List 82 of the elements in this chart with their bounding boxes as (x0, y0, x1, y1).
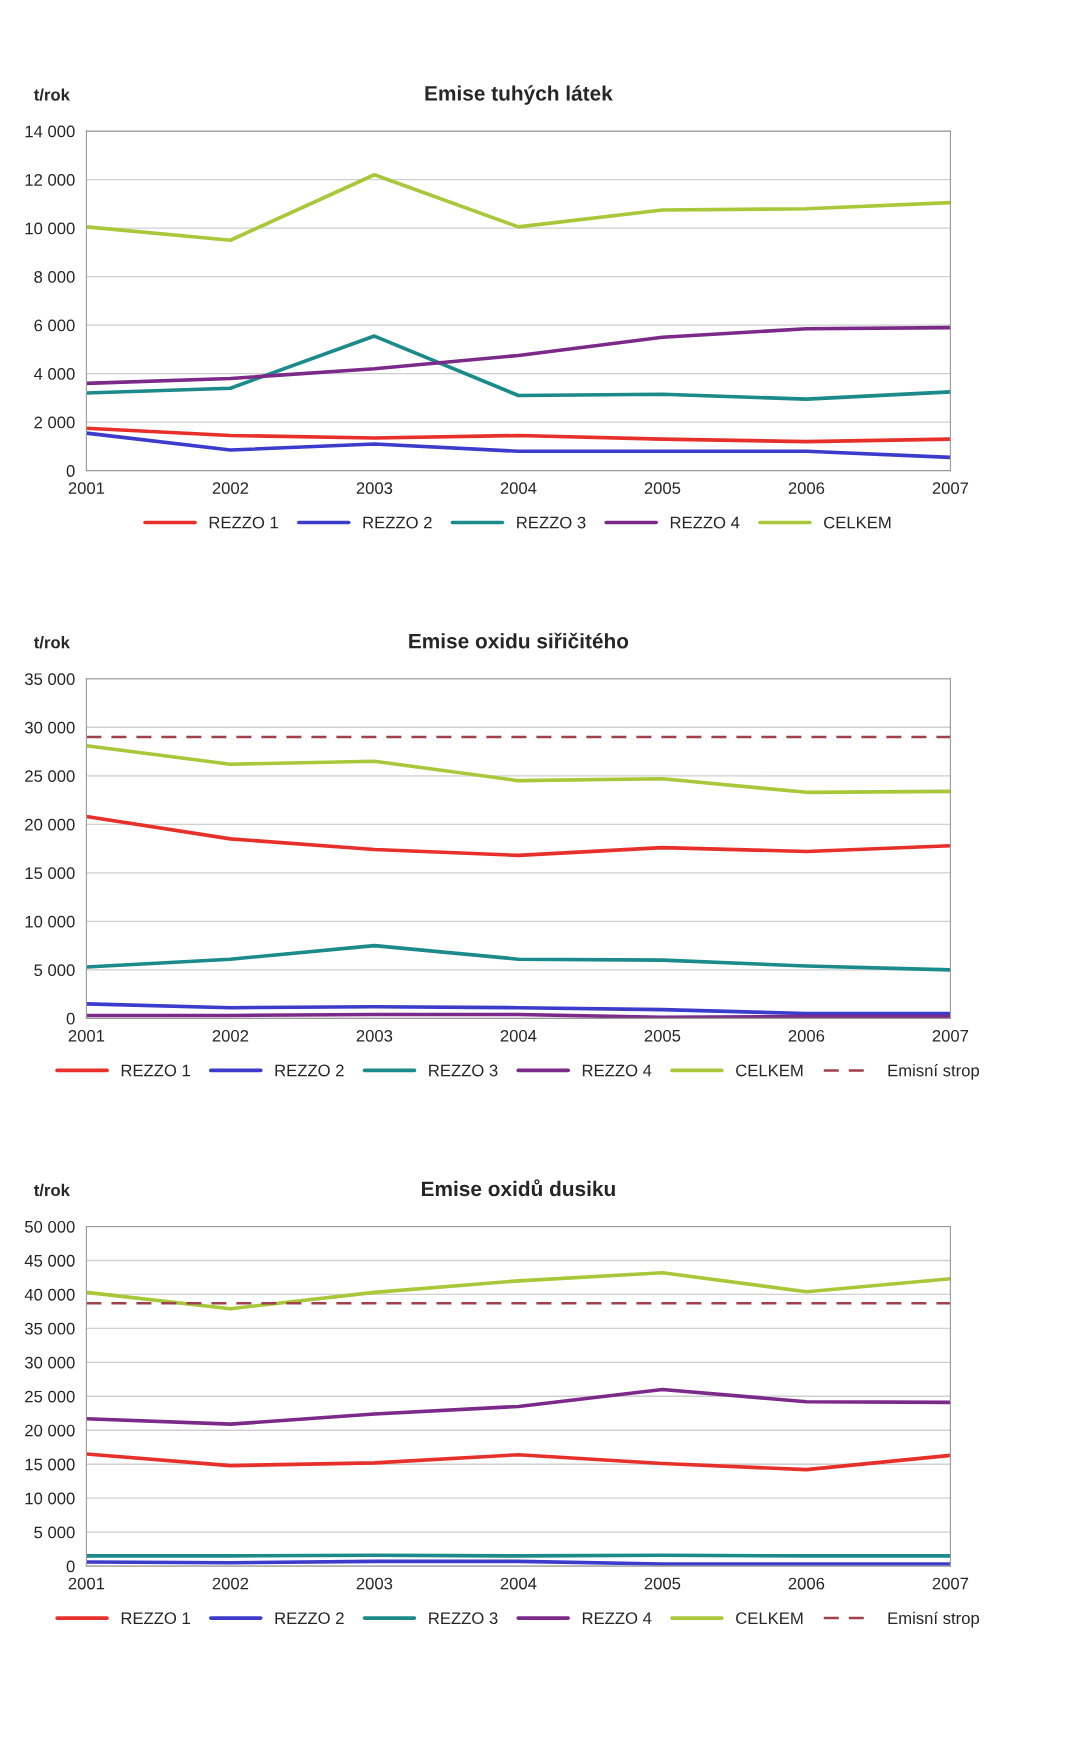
x-tick-label: 2005 (644, 1577, 681, 1590)
legend-label: Emisní strop (888, 1063, 980, 1080)
line-series (86, 431, 951, 460)
x-tick-label: 2004 (500, 482, 537, 495)
y-tick-label: 0 (66, 1560, 75, 1573)
line-series (86, 1452, 951, 1472)
y-tick-label: 30 000 (24, 1356, 75, 1369)
y-tick-label: 50 000 (24, 1220, 75, 1233)
y-tick-label: 0 (66, 1012, 75, 1025)
legend-label: REZZO 2 (275, 1064, 344, 1077)
y-tick-label: 6 000 (34, 319, 75, 332)
line-series (86, 814, 951, 858)
y-tick-label: 10 000 (25, 915, 75, 928)
legend-label: REZZO 1 (121, 1064, 190, 1077)
legend-label: REZZO 3 (429, 1064, 498, 1077)
line-series (86, 334, 951, 401)
y-tick-label: 4 000 (33, 368, 75, 380)
y-tick-label: 35 000 (24, 673, 75, 686)
line-series (86, 325, 951, 386)
chart-title: Emise oxidů dusiku (421, 1179, 615, 1197)
y-tick-label: 25 000 (25, 1390, 75, 1403)
x-tick-label: 2006 (788, 1029, 825, 1042)
x-tick-label: 2007 (932, 482, 969, 495)
line-series (86, 1387, 951, 1426)
x-tick-label: 2001 (68, 1029, 105, 1042)
line-series (86, 172, 951, 243)
x-tick-label: 2002 (212, 1577, 249, 1590)
line-series (86, 1270, 951, 1311)
x-tick-label: 2002 (212, 482, 249, 495)
y-tick-label: 45 000 (24, 1254, 75, 1267)
x-tick-label: 2007 (932, 1577, 969, 1590)
legend-label: REZZO 4 (582, 1064, 652, 1077)
y-tick-label: 25 000 (25, 770, 75, 783)
legend-label: REZZO 2 (275, 1612, 344, 1625)
y-tick-label: 20 000 (25, 1424, 75, 1437)
y-axis-title: t/rok (33, 636, 70, 649)
y-tick-label: 10 000 (25, 222, 75, 235)
x-tick-label: 2003 (356, 1577, 393, 1590)
line-series (86, 426, 951, 444)
y-tick-label: 12 000 (25, 174, 75, 186)
x-tick-label: 2003 (356, 482, 393, 495)
legend-label: CELKEM (736, 1612, 803, 1625)
y-axis-title: t/rok (33, 88, 70, 101)
line-series (86, 743, 951, 795)
x-tick-label: 2006 (788, 482, 825, 495)
x-tick-label: 2002 (212, 1029, 249, 1042)
x-tick-label: 2001 (68, 1577, 105, 1590)
y-tick-label: 15 000 (25, 1458, 75, 1471)
x-tick-label: 2003 (356, 1029, 393, 1042)
x-tick-label: 2005 (644, 482, 681, 495)
x-tick-label: 2004 (500, 1029, 537, 1042)
y-tick-label: 15 000 (25, 867, 75, 880)
legend-label: REZZO 4 (582, 1612, 652, 1625)
y-tick-label: 5 000 (34, 1526, 75, 1539)
chart-title: Emise tuhých látek (425, 85, 613, 105)
y-tick-label: 40 000 (24, 1288, 75, 1301)
y-tick-label: 10 000 (25, 1492, 75, 1505)
line-series (86, 943, 951, 972)
legend-label: CELKEM (824, 516, 891, 529)
y-tick-label: 8 000 (34, 271, 75, 283)
x-tick-label: 2005 (644, 1029, 681, 1042)
x-tick-label: 2004 (500, 1577, 537, 1590)
legend-label: REZZO 3 (429, 1612, 498, 1625)
legend-label: REZZO 3 (517, 516, 586, 529)
y-tick-label: 30 000 (24, 721, 75, 734)
y-tick-label: 0 (66, 465, 75, 477)
x-tick-label: 2007 (932, 1029, 969, 1042)
x-tick-label: 2001 (68, 482, 105, 495)
y-tick-label: 2 000 (34, 416, 75, 429)
legend-label: REZZO 4 (670, 516, 740, 529)
chart-title: Emise oxidu siřičitého (409, 632, 629, 649)
y-axis-title: t/rok (33, 1183, 70, 1197)
legend-label: REZZO 1 (121, 1612, 190, 1625)
y-tick-label: 14 000 (25, 125, 75, 138)
legend-label: CELKEM (736, 1064, 803, 1077)
legend-label: REZZO 2 (363, 516, 432, 529)
legend-label: REZZO 1 (209, 516, 278, 529)
y-tick-label: 5 000 (34, 964, 75, 977)
y-tick-label: 20 000 (25, 818, 75, 831)
legend-label: Emisní strop (888, 1611, 980, 1628)
y-tick-label: 35 000 (24, 1322, 75, 1335)
x-tick-label: 2006 (788, 1577, 825, 1590)
